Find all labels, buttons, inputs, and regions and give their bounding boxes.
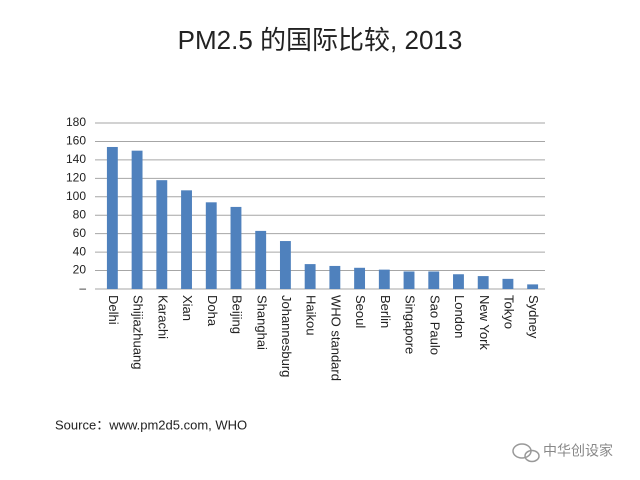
y-tick-label: 40: [73, 244, 87, 258]
bar: [354, 267, 366, 289]
bar: [502, 278, 514, 289]
bar: [181, 190, 192, 289]
watermark: 中华创设家: [543, 443, 613, 459]
x-tick-label: Sydney: [526, 295, 541, 339]
x-tick-label: Seoul: [353, 295, 368, 328]
bar: [205, 202, 217, 289]
y-tick-label: 120: [66, 171, 86, 185]
x-tick-label: Johannesburg: [279, 295, 294, 377]
x-tick-label: Xian: [180, 295, 195, 321]
bar: [329, 265, 341, 289]
bar: [378, 269, 390, 289]
y-tick-label: 180: [66, 115, 86, 129]
x-tick-label: London: [452, 295, 467, 338]
x-tick-label: Doha: [205, 295, 220, 327]
bar: [131, 150, 143, 289]
chart-title: PM2.5 的国际比较, 2013: [178, 25, 463, 55]
x-tick-label: New York: [477, 295, 492, 350]
y-tick-label: 160: [66, 134, 86, 148]
y-tick-label: 140: [66, 152, 86, 166]
bar: [156, 180, 168, 289]
bar: [453, 274, 464, 289]
x-tick-label: Beijing: [230, 295, 245, 334]
x-tick-label: Sao Paulo: [427, 295, 442, 355]
x-tick-label: WHO standard: [328, 295, 343, 381]
x-tick-label: Shanghai: [254, 295, 269, 350]
bar: [477, 276, 489, 289]
bar: [106, 146, 118, 289]
bar: [527, 284, 539, 289]
source-note: Source：www.pm2d5.com, WHO: [55, 417, 247, 432]
x-tick-label: Haikou: [304, 295, 319, 335]
watermark-icon: [512, 443, 540, 463]
bar: [304, 264, 316, 289]
y-tick-label: –: [79, 281, 86, 295]
x-tick-label: Tokyo: [501, 295, 516, 329]
x-tick-label: Berlin: [378, 295, 393, 328]
x-tick-label: Shijiazhuang: [131, 295, 146, 369]
bar: [428, 271, 440, 289]
y-tick-label: 20: [73, 263, 87, 277]
y-tick-label: 80: [73, 207, 87, 221]
x-tick-label: Singapore: [403, 295, 418, 354]
bar: [255, 230, 267, 289]
y-tick-label: 100: [66, 189, 86, 203]
x-tick-label: Delhi: [106, 295, 121, 325]
bar: [230, 206, 242, 289]
y-tick-label: 60: [73, 226, 87, 240]
x-tick-label: Karachi: [155, 295, 170, 339]
bar: [403, 271, 415, 289]
bar: [279, 241, 291, 289]
